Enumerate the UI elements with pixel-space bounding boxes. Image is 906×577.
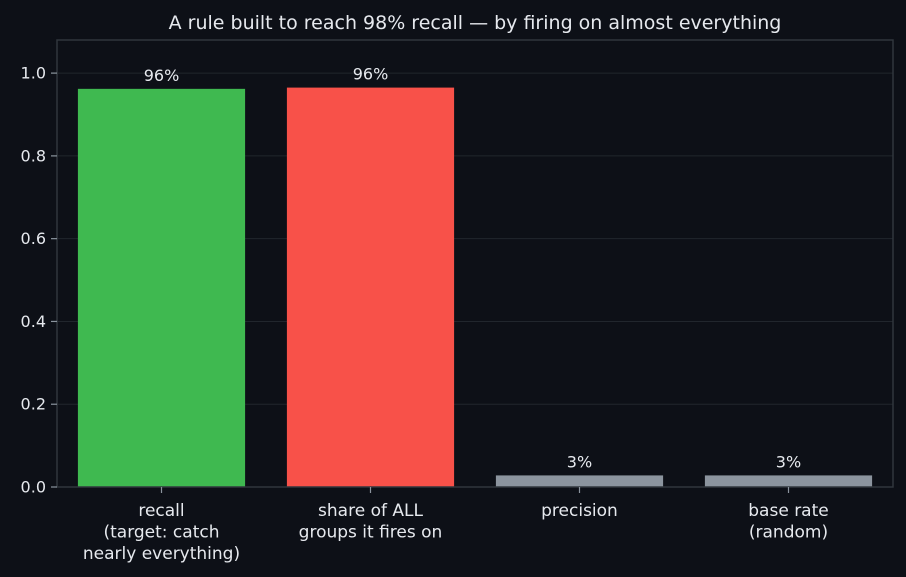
x-tick-label-line: precision	[541, 501, 618, 521]
x-tick-label-line: base rate	[748, 501, 828, 521]
bar-value-label: 3%	[567, 452, 592, 471]
y-tick-label: 0.8	[21, 146, 46, 165]
bar	[286, 87, 455, 487]
y-tick-label: 0.6	[21, 229, 46, 248]
bar-value-label: 96%	[353, 65, 389, 84]
x-tick-label-line: (random)	[749, 523, 828, 543]
bar-value-label: 96%	[144, 66, 180, 85]
y-tick-label: 0.2	[21, 395, 46, 414]
chart-title: A rule built to reach 98% recall — by fi…	[169, 12, 782, 34]
plot-frame	[56, 39, 894, 488]
x-tick-label: share of ALL groups it fires on	[299, 501, 443, 543]
x-tick-label-line: recall	[138, 501, 184, 521]
y-tick-label: 1.0	[21, 64, 46, 83]
label-layer: 96% 96% 3% 3%	[144, 65, 801, 472]
y-tick-label: 0.0	[21, 478, 46, 497]
bar	[704, 475, 873, 487]
bar	[77, 88, 246, 487]
axis-layer: 0.0 0.2 0.4 0.6 0.8 1.0 recall (target: catch ne…	[21, 64, 829, 564]
x-tick-label-line: (target: catch	[103, 523, 219, 543]
bar	[495, 475, 664, 487]
x-tick-label: precision	[541, 501, 618, 521]
x-tick-label-line: share of ALL	[318, 501, 423, 521]
y-tick-label: 0.4	[21, 312, 46, 331]
x-tick-label: base rate (random)	[748, 501, 828, 543]
x-tick-label-line: nearly everything)	[83, 544, 240, 564]
x-tick-label: recall (target: catch nearly everything)	[83, 501, 240, 564]
bar-layer	[77, 87, 873, 487]
bar-value-label: 3%	[776, 452, 801, 471]
x-tick-label-line: groups it fires on	[299, 523, 443, 543]
